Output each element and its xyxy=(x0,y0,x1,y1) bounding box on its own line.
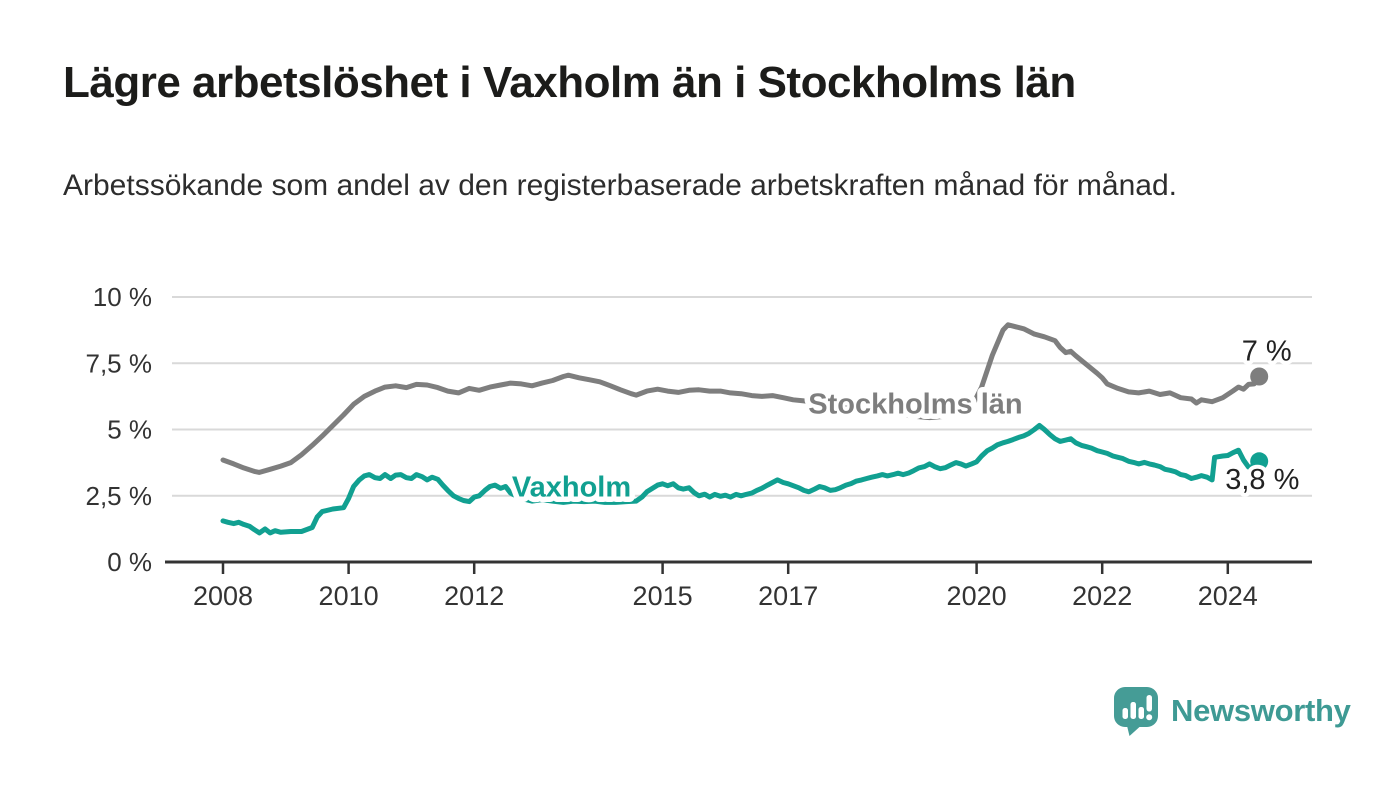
series-line-stockholms-l-n xyxy=(220,322,1262,475)
y-tick-label: 0 % xyxy=(107,547,152,577)
y-tick-label: 10 % xyxy=(93,282,152,312)
series-label-stockholms-l-n: Stockholms län xyxy=(808,388,1022,420)
series-line-vaxholm xyxy=(220,423,1262,536)
bar-2 xyxy=(1130,702,1136,719)
exclamation-dot xyxy=(1146,714,1153,721)
series-end-dot-vaxholm xyxy=(1250,452,1269,471)
end-value-label-vaxholm: 3,8 % xyxy=(1225,464,1299,496)
y-tick-label: 5 % xyxy=(107,415,152,445)
x-tick-label: 2017 xyxy=(758,581,818,611)
y-tick-label: 2,5 % xyxy=(86,481,153,511)
newsworthy-wordmark: Newsworthy xyxy=(1171,693,1351,728)
x-tick-label: 2020 xyxy=(947,581,1007,611)
page-subtitle: Arbetssökande som andel av den registerb… xyxy=(63,169,1177,202)
bar-3 xyxy=(1138,707,1144,719)
end-value-label-stockholms-l-n: 7 % xyxy=(1242,335,1292,367)
x-tick-label: 2010 xyxy=(319,581,379,611)
series-end-dot-stockholms-l-n xyxy=(1250,367,1269,386)
x-tick-label: 2015 xyxy=(633,581,693,611)
exclamation-bar xyxy=(1146,695,1152,712)
newsworthy-speech-bubble-chart-icon xyxy=(1114,687,1158,736)
bar-1 xyxy=(1122,708,1128,719)
series-label-vaxholm: Vaxholm xyxy=(512,471,631,503)
x-tick-label: 2012 xyxy=(444,581,504,611)
x-tick-label: 2024 xyxy=(1198,581,1258,611)
x-tick-label: 2022 xyxy=(1072,581,1132,611)
x-tick-label: 2008 xyxy=(193,581,253,611)
page-title: Lägre arbetslöshet i Vaxholm än i Stockh… xyxy=(63,58,1076,107)
newsworthy-logo: Newsworthy xyxy=(1112,686,1351,736)
y-tick-label: 7,5 % xyxy=(86,348,153,378)
